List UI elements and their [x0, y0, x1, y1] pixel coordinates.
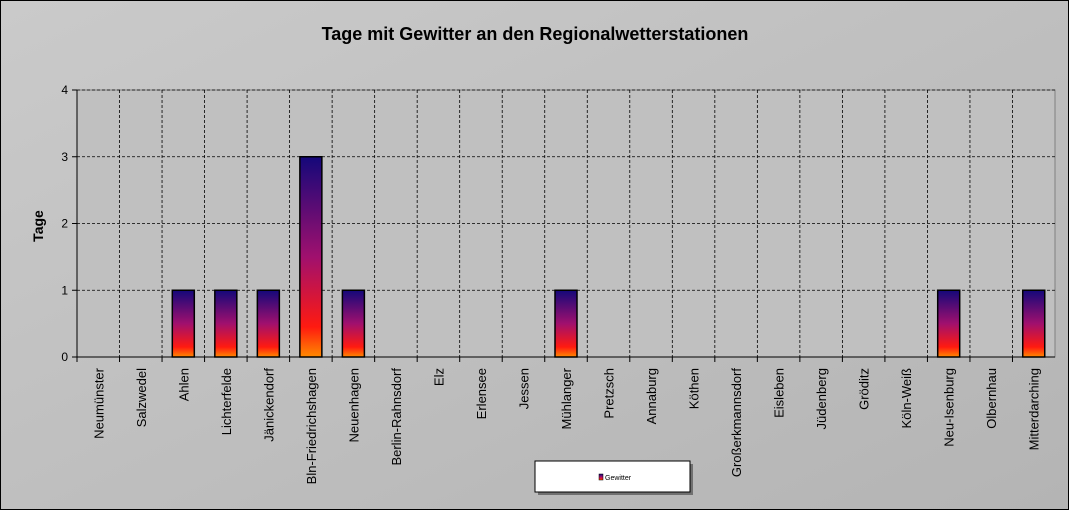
x-tick-label: Erlensee — [474, 368, 489, 419]
x-tick-label: Neumünster — [91, 367, 106, 438]
legend: Gewitter — [534, 460, 693, 495]
legend-swatch — [598, 473, 604, 481]
x-tick-label: Gröditz — [857, 368, 872, 410]
x-tick-label: Olbernhau — [984, 368, 999, 429]
y-tick-label: 2 — [61, 217, 68, 231]
x-tick-label: Köthen — [687, 368, 702, 409]
x-tick-label: Pretzsch — [602, 368, 617, 419]
x-tick-label: Jüdenberg — [814, 368, 829, 429]
x-tick-label: Ahlen — [176, 368, 191, 401]
bar — [214, 289, 238, 358]
x-tick-label: Eisleben — [772, 368, 787, 418]
y-tick-label: 1 — [61, 283, 68, 297]
x-tick-label: Neuenhagen — [346, 368, 361, 442]
bar — [256, 289, 281, 358]
x-tick-label: Salzwedel — [134, 368, 149, 427]
x-tick-label: Köln-Weiß — [899, 368, 914, 429]
x-tick-label: Berlin-Rahnsdorf — [389, 368, 404, 466]
y-tick-label: 0 — [61, 350, 68, 364]
x-tick-label: Lichterfelde — [219, 368, 234, 435]
y-axis-label: Tage — [30, 210, 46, 242]
x-tick-label: Jänickendorf — [261, 368, 276, 442]
bar — [341, 289, 366, 358]
x-tick-label: Annaburg — [644, 368, 659, 424]
x-tick-label: Großerkmannsdorf — [729, 368, 744, 477]
legend-box — [534, 460, 691, 493]
bar — [554, 289, 578, 358]
x-tick-label: Mühlanger — [559, 367, 574, 429]
bar — [1021, 289, 1046, 358]
bar — [936, 289, 961, 358]
legend-label: Gewitter — [605, 475, 632, 482]
chart-title: Tage mit Gewitter an den Regionalwetters… — [322, 24, 749, 44]
bar — [299, 156, 323, 358]
x-tick-label: Neu-Isenburg — [942, 368, 957, 447]
x-tick-label: Jessen — [516, 368, 531, 409]
x-tick-label: Bln-Friedrichshagen — [304, 368, 319, 484]
x-tick-label: Elz — [431, 368, 446, 386]
x-tick-label: Mitterdarching — [1027, 368, 1042, 450]
y-tick-label: 4 — [61, 83, 68, 97]
y-tick-label: 3 — [61, 150, 68, 164]
bar — [171, 289, 196, 358]
